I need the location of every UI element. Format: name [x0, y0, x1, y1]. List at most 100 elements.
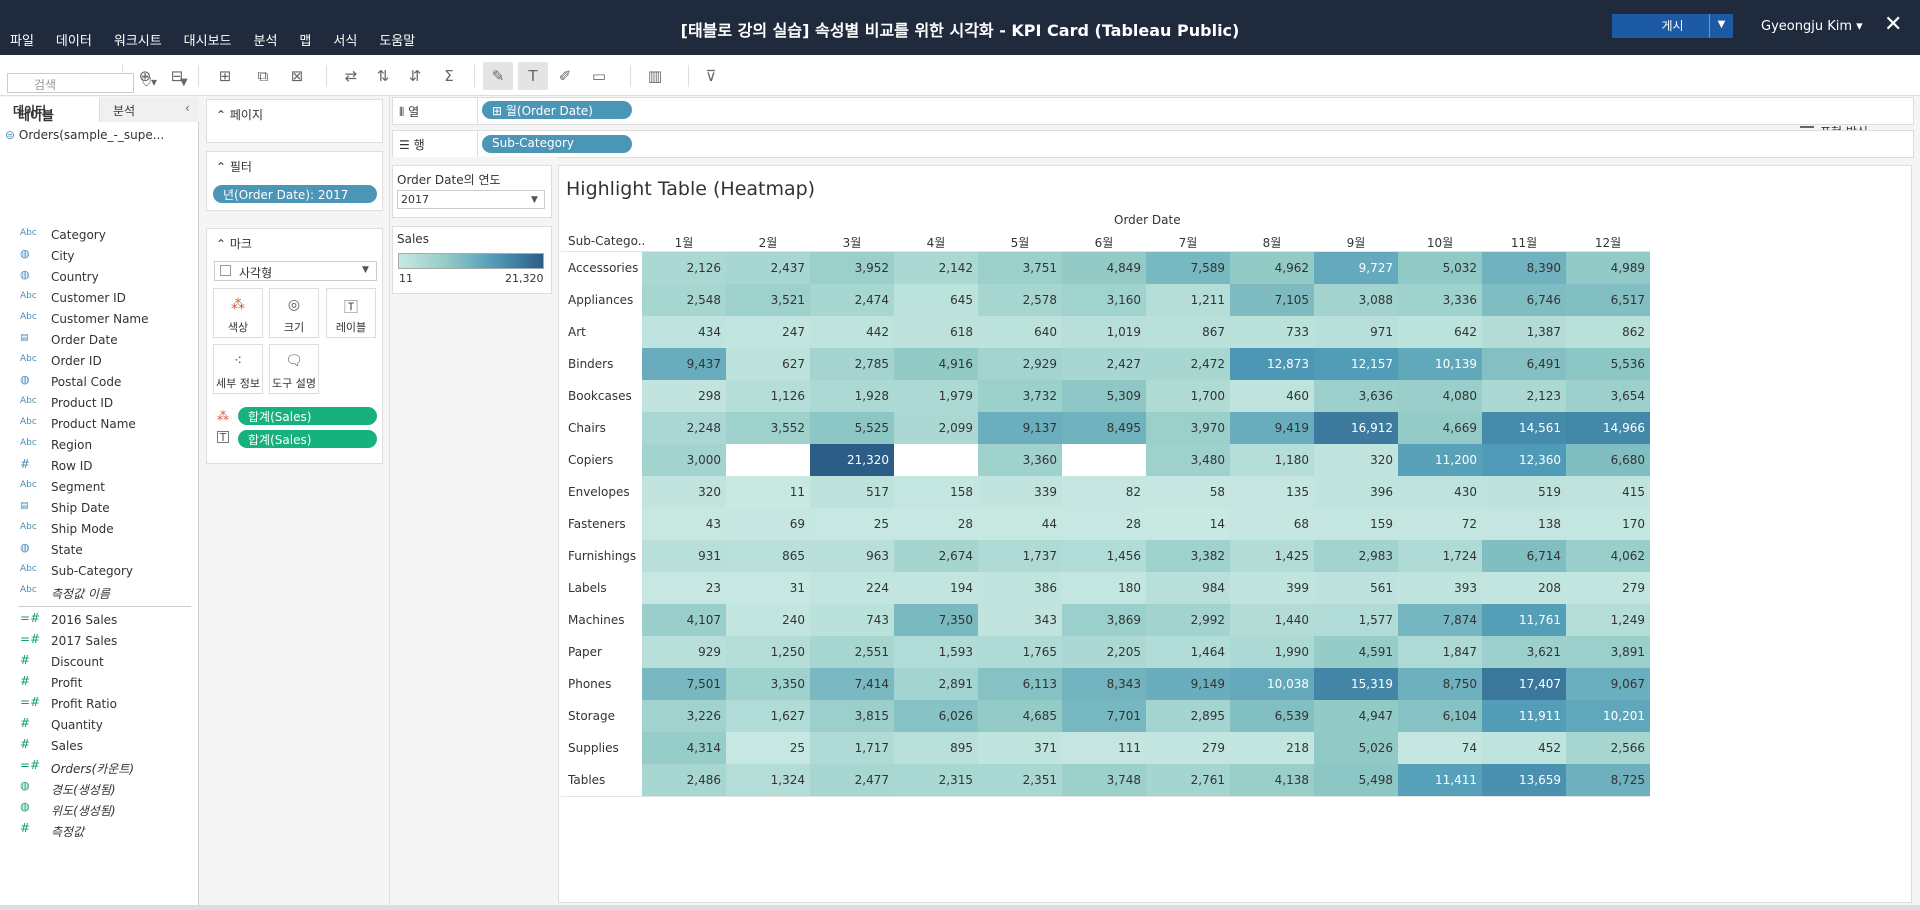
- heatmap-cell[interactable]: 1,180: [1230, 444, 1314, 476]
- field-dimension-12[interactable]: Abc Segment: [0, 477, 199, 497]
- heatmap-cell[interactable]: 17,407: [1482, 668, 1566, 700]
- heatmap-cell[interactable]: 170: [1566, 508, 1650, 540]
- heatmap-cell[interactable]: 2,437: [726, 252, 810, 284]
- heatmap-cell[interactable]: 158: [894, 476, 978, 508]
- column-header-month[interactable]: 8월: [1262, 236, 1282, 250]
- heatmap-cell[interactable]: 2,486: [642, 764, 726, 796]
- heatmap-cell[interactable]: 58: [1146, 476, 1230, 508]
- heatmap-cell[interactable]: 743: [810, 604, 894, 636]
- heatmap-cell[interactable]: 10,139: [1398, 348, 1482, 380]
- size-mark-button[interactable]: ◎ 크기: [269, 288, 319, 338]
- heatmap-cell[interactable]: 6,517: [1566, 284, 1650, 316]
- field-dimension-9[interactable]: Abc Product Name: [0, 414, 199, 434]
- heatmap-cell[interactable]: 194: [894, 572, 978, 604]
- heatmap-cell[interactable]: 1,990: [1230, 636, 1314, 668]
- heatmap-cell[interactable]: [1062, 444, 1146, 476]
- heatmap-cell[interactable]: 218: [1230, 732, 1314, 764]
- menu-item-0[interactable]: 파일: [10, 34, 34, 49]
- heatmap-cell[interactable]: 1,387: [1482, 316, 1566, 348]
- heatmap-cell[interactable]: 82: [1062, 476, 1146, 508]
- tab-analysis[interactable]: 분석: [100, 97, 199, 122]
- heatmap-cell[interactable]: 4,669: [1398, 412, 1482, 444]
- field-measure-8[interactable]: ◍ 경도(생성됨): [0, 778, 199, 798]
- heatmap-cell[interactable]: 72: [1398, 508, 1482, 540]
- highlight-icon[interactable]: ✎: [491, 67, 505, 85]
- heatmap-cell[interactable]: 1,250: [726, 636, 810, 668]
- search-input[interactable]: 검색: [7, 73, 134, 93]
- row-header-subcategory[interactable]: Machines: [568, 613, 625, 627]
- heatmap-cell[interactable]: 3,480: [1146, 444, 1230, 476]
- heatmap-cell[interactable]: 12,360: [1482, 444, 1566, 476]
- heatmap-cell[interactable]: 4,962: [1230, 252, 1314, 284]
- field-dimension-8[interactable]: Abc Product ID: [0, 393, 199, 413]
- heatmap-cell[interactable]: 6,746: [1482, 284, 1566, 316]
- heatmap-cell[interactable]: 11,911: [1482, 700, 1566, 732]
- heatmap-cell[interactable]: 4,591: [1314, 636, 1398, 668]
- column-header-month[interactable]: 4월: [926, 236, 946, 250]
- heatmap-cell[interactable]: 2,891: [894, 668, 978, 700]
- heatmap-cell[interactable]: 31: [726, 572, 810, 604]
- heatmap-cell[interactable]: 8,390: [1482, 252, 1566, 284]
- heatmap-cell[interactable]: 867: [1146, 316, 1230, 348]
- heatmap-cell[interactable]: 5,026: [1314, 732, 1398, 764]
- heatmap-cell[interactable]: 14,561: [1482, 412, 1566, 444]
- pause-update-icon[interactable]: ⊟: [170, 67, 184, 85]
- heatmap-cell[interactable]: 3,748: [1062, 764, 1146, 796]
- label-mark-button[interactable]: 🅃 레이블: [326, 288, 376, 338]
- heatmap-cell[interactable]: 8,750: [1398, 668, 1482, 700]
- swap-rows-columns-icon[interactable]: ⇄: [344, 67, 358, 85]
- row-header-subcategory[interactable]: Furnishings: [568, 549, 637, 563]
- field-dimension-6[interactable]: Abc Order ID: [0, 351, 199, 371]
- heatmap-cell[interactable]: 14: [1146, 508, 1230, 540]
- heatmap-cell[interactable]: 339: [978, 476, 1062, 508]
- heatmap-cell[interactable]: 640: [978, 316, 1062, 348]
- heatmap-cell[interactable]: 517: [810, 476, 894, 508]
- heatmap-cell[interactable]: 138: [1482, 508, 1566, 540]
- heatmap-cell[interactable]: 68: [1230, 508, 1314, 540]
- heatmap-cell[interactable]: 2,674: [894, 540, 978, 572]
- highlight-button[interactable]: [483, 62, 513, 90]
- heatmap-cell[interactable]: 393: [1398, 572, 1482, 604]
- heatmap-cell[interactable]: 1,717: [810, 732, 894, 764]
- heatmap-cell[interactable]: 2,142: [894, 252, 978, 284]
- heatmap-cell[interactable]: 1,464: [1146, 636, 1230, 668]
- show-labels-button[interactable]: [518, 62, 548, 90]
- heatmap-cell[interactable]: 2,548: [642, 284, 726, 316]
- sort-ascending-icon[interactable]: ⇅: [376, 67, 390, 85]
- heatmap-cell[interactable]: 865: [726, 540, 810, 572]
- heatmap-cell[interactable]: 3,751: [978, 252, 1062, 284]
- heatmap-cell[interactable]: 2,123: [1482, 380, 1566, 412]
- heatmap-cell[interactable]: 452: [1482, 732, 1566, 764]
- menu-item-2[interactable]: 워크시트: [113, 34, 162, 49]
- heatmap-cell[interactable]: [726, 444, 810, 476]
- heatmap-cell[interactable]: 12,873: [1230, 348, 1314, 380]
- heatmap-cell[interactable]: 2,551: [810, 636, 894, 668]
- row-header-subcategory[interactable]: Supplies: [568, 741, 619, 755]
- field-measure-3[interactable]: # Profit: [0, 673, 199, 693]
- heatmap-cell[interactable]: 3,952: [810, 252, 894, 284]
- heatmap-cell[interactable]: 11,411: [1398, 764, 1482, 796]
- heatmap-cell[interactable]: 11,200: [1398, 444, 1482, 476]
- heatmap-cell[interactable]: 9,419: [1230, 412, 1314, 444]
- field-measure-10[interactable]: # 측정값: [0, 820, 199, 840]
- chevron-down-icon[interactable]: ▼: [362, 265, 369, 275]
- heatmap-cell[interactable]: 3,336: [1398, 284, 1482, 316]
- heatmap-cell[interactable]: 2,427: [1062, 348, 1146, 380]
- heatmap-cell[interactable]: 2,761: [1146, 764, 1230, 796]
- row-header-subcategory[interactable]: Storage: [568, 709, 615, 723]
- heatmap-cell[interactable]: 208: [1482, 572, 1566, 604]
- column-header-month[interactable]: 6월: [1094, 236, 1114, 250]
- viz-title[interactable]: Highlight Table (Heatmap): [566, 178, 816, 200]
- heatmap-cell[interactable]: 3,000: [642, 444, 726, 476]
- heatmap-cell[interactable]: 21,320: [810, 444, 894, 476]
- heatmap-cell[interactable]: 4,916: [894, 348, 978, 380]
- heatmap-cell[interactable]: 2,205: [1062, 636, 1146, 668]
- heatmap-cell[interactable]: 1,211: [1146, 284, 1230, 316]
- heatmap-cell[interactable]: 7,501: [642, 668, 726, 700]
- heatmap-cell[interactable]: 1,700: [1146, 380, 1230, 412]
- column-header-month[interactable]: 10월: [1426, 236, 1454, 250]
- row-header-subcategory[interactable]: Fasteners: [568, 517, 626, 531]
- totals-icon[interactable]: Σ: [444, 67, 454, 85]
- heatmap-cell[interactable]: 9,437: [642, 348, 726, 380]
- heatmap-cell[interactable]: 460: [1230, 380, 1314, 412]
